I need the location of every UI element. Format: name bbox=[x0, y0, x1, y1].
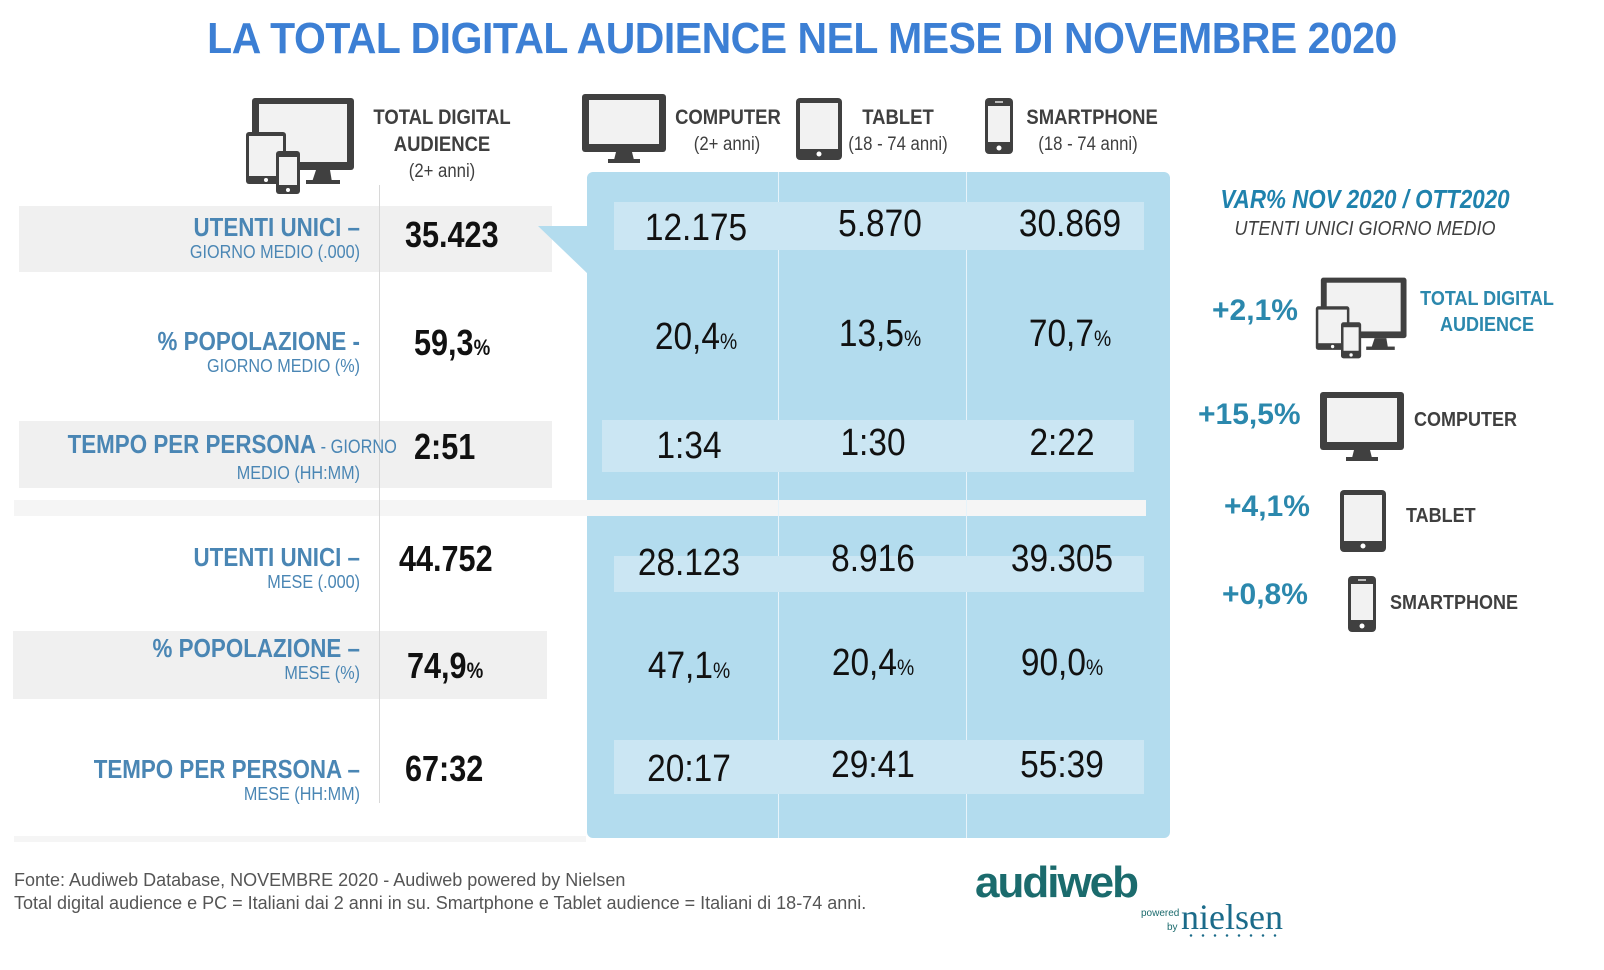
computer-value: 28.123 bbox=[637, 542, 741, 584]
variation-label: TOTAL DIGITAL AUDIENCE bbox=[1420, 288, 1554, 336]
smartphone-icon bbox=[985, 98, 1013, 154]
total-value: 67:32 bbox=[405, 748, 484, 789]
tablet-value: 29:41 bbox=[831, 744, 915, 786]
row-band bbox=[19, 421, 552, 488]
total-value: 35.423 bbox=[405, 214, 499, 255]
panel-row-band bbox=[602, 420, 1134, 472]
panel-column-divider bbox=[966, 172, 967, 838]
computer-value: 20,4% bbox=[654, 316, 738, 358]
column-name: TABLET bbox=[862, 106, 934, 129]
row-label-popolazione-giorno: % POPOLAZIONE - GIORNO MEDIO (%) bbox=[40, 327, 360, 377]
variation-label: SMARTPHONE bbox=[1390, 592, 1519, 614]
row-band bbox=[13, 631, 547, 699]
row-label-sub: MESE (.000) bbox=[267, 572, 360, 592]
row-label-main: TEMPO PER PERSONA – bbox=[93, 754, 360, 784]
tablet-value: 8.916 bbox=[831, 538, 915, 580]
multi-device-icon bbox=[246, 98, 354, 194]
column-name: SMARTPHONE bbox=[1026, 106, 1158, 129]
by-label: by bbox=[1167, 922, 1178, 933]
column-divider bbox=[379, 185, 380, 803]
row-label-utenti-giorno: UTENTI UNICI – GIORNO MEDIO (.000) bbox=[40, 213, 360, 263]
variation-value: +0,8% bbox=[1222, 578, 1308, 611]
smartphone-value: 2:22 bbox=[1029, 422, 1095, 464]
column-name: COMPUTER bbox=[675, 106, 781, 129]
row-label-main: % POPOLAZIONE - bbox=[157, 326, 360, 356]
row-label-sub: MESE (%) bbox=[284, 663, 360, 683]
monitor-icon bbox=[1320, 392, 1404, 461]
variation-value: +4,1% bbox=[1224, 490, 1310, 523]
total-value: 59,3% bbox=[414, 322, 491, 363]
total-value: 74,9% bbox=[407, 645, 484, 686]
variation-value: +15,5% bbox=[1198, 398, 1301, 431]
smartphone-icon bbox=[1348, 576, 1376, 632]
smartphone-value: 55:39 bbox=[1020, 744, 1104, 786]
total-value: 44.752 bbox=[399, 538, 493, 579]
computer-value: 47,1% bbox=[647, 645, 731, 687]
row-label-sub: GIORNO MEDIO (.000) bbox=[189, 242, 360, 262]
row-label-sub: MESE (HH:MM) bbox=[243, 784, 360, 804]
variation-value: +2,1% bbox=[1212, 294, 1298, 327]
variation-label: COMPUTER bbox=[1414, 409, 1518, 431]
column-header-computer: COMPUTER (2+ anni) bbox=[675, 104, 781, 158]
row-label-suffix: - GIORNO bbox=[316, 437, 397, 458]
computer-value: 12.175 bbox=[644, 207, 748, 249]
tablet-icon bbox=[1340, 490, 1386, 552]
panel-row-band bbox=[614, 202, 1144, 250]
variation-label: TABLET bbox=[1406, 505, 1476, 527]
total-value: 2:51 bbox=[414, 426, 476, 467]
nielsen-wordmark: nielsen bbox=[1181, 897, 1283, 937]
audiweb-nielsen-logo: audiweb powered by nielsen bbox=[975, 856, 1285, 946]
row-label-main: UTENTI UNICI – bbox=[193, 542, 360, 572]
population-note: Total digital audience e PC = Italiani d… bbox=[14, 893, 867, 913]
panel-row-band bbox=[614, 556, 1144, 592]
row-label-tempo-mese: TEMPO PER PERSONA – MESE (HH:MM) bbox=[40, 755, 360, 805]
variation-title: VAR% NOV 2020 / OTT2020 bbox=[1220, 184, 1510, 214]
column-header-smartphone: SMARTPHONE (18 - 74 anni) bbox=[1026, 104, 1158, 158]
row-label-sub: GIORNO MEDIO (%) bbox=[207, 356, 360, 376]
column-age: (18 - 74 anni) bbox=[848, 134, 948, 155]
smartphone-value: 30.869 bbox=[1018, 203, 1122, 245]
computer-value: 20:17 bbox=[647, 748, 731, 790]
powered-label: powered bbox=[1141, 908, 1180, 919]
row-label-popolazione-mese: % POPOLAZIONE – MESE (%) bbox=[40, 634, 360, 684]
row-band bbox=[19, 206, 552, 272]
row-label-main: UTENTI UNICI – bbox=[193, 212, 360, 242]
column-age: (2+ anni) bbox=[693, 134, 761, 155]
panel-divider bbox=[587, 500, 1146, 516]
smartphone-value: 39.305 bbox=[1010, 538, 1114, 580]
tablet-value: 1:30 bbox=[840, 422, 906, 464]
multi-device-icon bbox=[1315, 277, 1407, 359]
source-note: Fonte: Audiweb Database, NOVEMBRE 2020 -… bbox=[14, 870, 626, 890]
column-name: AUDIENCE bbox=[393, 133, 491, 156]
column-age: (18 - 74 anni) bbox=[1038, 134, 1138, 155]
panel-column-divider bbox=[778, 172, 779, 838]
row-label-utenti-mese: UTENTI UNICI – MESE (.000) bbox=[40, 543, 360, 593]
panel-row-band bbox=[614, 740, 1144, 794]
audiweb-wordmark: audiweb bbox=[975, 858, 1139, 907]
tablet-value: 13,5% bbox=[838, 313, 922, 355]
variation-subtitle: UTENTI UNICI GIORNO MEDIO bbox=[1234, 218, 1496, 240]
column-age: (2+ anni) bbox=[408, 161, 476, 182]
smartphone-value: 70,7% bbox=[1028, 313, 1112, 355]
tablet-icon bbox=[796, 98, 842, 160]
computer-value: 1:34 bbox=[656, 425, 722, 467]
logo-dots bbox=[1185, 934, 1281, 937]
tablet-value: 5.870 bbox=[838, 203, 922, 245]
callout-pointer bbox=[538, 226, 588, 274]
column-name: TOTAL DIGITAL bbox=[373, 106, 511, 129]
tablet-value: 20,4% bbox=[831, 642, 915, 684]
monitor-icon bbox=[582, 94, 666, 163]
row-label-sub: MEDIO (HH:MM) bbox=[236, 463, 360, 483]
row-label-main: TEMPO PER PERSONA bbox=[67, 429, 317, 459]
page-title: LA TOTAL DIGITAL AUDIENCE NEL MESE DI NO… bbox=[207, 14, 1397, 63]
row-label-main: % POPOLAZIONE – bbox=[152, 633, 360, 663]
bottom-divider bbox=[14, 836, 586, 842]
column-header-total: TOTAL DIGITAL AUDIENCE (2+ anni) bbox=[372, 104, 513, 185]
smartphone-value: 90,0% bbox=[1020, 642, 1104, 684]
row-label-tempo-giorno: TEMPO PER PERSONA - GIORNO MEDIO (HH:MM) bbox=[20, 429, 397, 484]
column-header-tablet: TABLET (18 - 74 anni) bbox=[847, 104, 949, 158]
